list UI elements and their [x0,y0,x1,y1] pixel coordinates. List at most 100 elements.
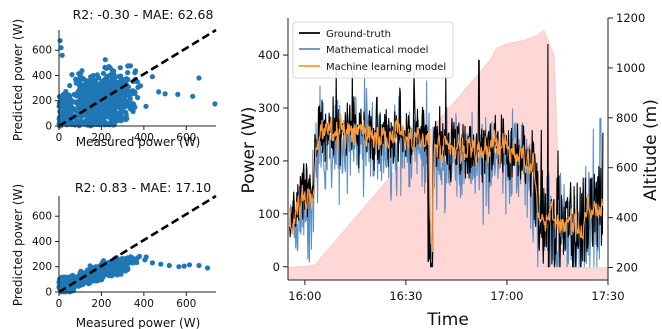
scatter-1-reference-line [58,28,217,128]
scatter-1-outlier-point [156,89,162,95]
power-ylabel: Power (W) [239,107,259,194]
scatter-1-point [131,101,137,107]
scatter-1-point [77,75,83,81]
scatter-2-reference-line [58,194,217,294]
scatter-1-outlier-point [190,93,196,99]
scatter-1-point [123,117,129,123]
scatter-1-point [102,57,108,63]
scatter-2-point [142,257,148,263]
scatter-1-point [77,79,83,85]
altitude-ytick-label: 1000 [616,61,645,75]
scatter-2-ylabel: Predicted power (W) [11,184,25,306]
scatter-1-point [122,109,129,115]
power-ytick-label: 100 [258,207,280,221]
scatter-1-point [81,82,87,89]
scatter-2-ytick-label: 200 [32,261,52,273]
scatter-1-point [103,65,109,71]
scatter-1-point [97,84,104,90]
scatter-1-outlier-point [162,91,168,97]
scatter-1-outlier-point [175,91,181,97]
scatter-2-point [136,253,143,259]
scatter-1-point [104,85,110,91]
series-line-mathematical-model [289,73,604,268]
scatter-1-point [78,93,84,99]
scatter-2-point [57,280,63,286]
scatter-1-ytick-label: 400 [32,70,52,82]
scatter-1-point [83,77,89,84]
series-line-machine-learning-model [289,114,604,253]
scatter-1-point [100,70,106,76]
altitude-ylabel: Altitude (m) [641,99,661,201]
scatter-1-point [135,95,141,101]
legend-label-machine-learning-model: Machine learning model [326,62,446,73]
scatter-1-point [67,83,73,89]
altitude-ytick-label: 1200 [616,11,645,25]
scatter-2-point [104,271,110,277]
scatter-2-outlier-point [158,261,164,267]
scatter-1-point [143,103,149,109]
scatter-2-point [115,264,121,270]
scatter-1-point [93,77,99,83]
scatter-1-xtick-label: 0 [56,132,63,144]
time-xtick-label: 16:30 [389,289,422,303]
scatter-2-outlier-point [204,265,211,271]
scatter-1-outlier-point [149,74,155,80]
scatter-2-ytick-label: 400 [32,236,52,248]
power-ytick-label: 0 [273,260,280,274]
scatter-1-point [108,102,114,108]
scatter-2-ytick-label: 0 [45,287,52,299]
scatter-1-point [132,70,138,76]
scatter-2-outlier-point [166,262,172,269]
time-xtick-label: 17:00 [490,289,523,303]
scatter-2-outlier-point [181,263,187,269]
scatter-2-xtick-label: 600 [176,298,196,310]
scatter-1-point [105,90,111,96]
scatter-1-outlier-point [59,52,65,58]
scatter-1-outlier-point [57,38,63,44]
scatter-2-point [89,276,95,282]
scatter-1-point [78,98,84,104]
scatter-1-point [97,118,103,124]
scatter-1-point [115,101,122,107]
scatter-2-point [93,278,99,284]
scatter-2-points [56,253,211,295]
scatter-1-point [89,93,95,99]
scatter-1-point [57,93,63,99]
scatter-1-outlier-point [196,75,202,81]
scatter-1-point [64,108,70,114]
scatter-1-xtick-label: 200 [91,132,111,144]
scatter-1-point [69,72,75,78]
scatter-1-point [73,108,79,114]
legend-label-mathematical-model: Mathematical model [326,45,428,56]
scatter-1-outlier-point [212,101,218,107]
scatter-2-outlier-point [176,264,182,270]
scatter-1-point [93,114,99,120]
time-xlabel: Time [426,310,469,329]
scatter-1-xtick-label: 400 [134,132,154,144]
altitude-ytick-label: 800 [616,111,638,125]
scatter-2-outlier-point [149,260,155,266]
scatter-1-point [130,108,136,115]
legend: Ground-truth Mathematical model Machine … [292,21,454,79]
scatter-2-point [105,265,111,271]
scatter-1-point [134,79,140,85]
scatter-1-point [125,103,131,109]
scatter-2: R2: 0.83 - MAE: 17.10 0 200 400 600 0 200 400 6… [11,180,217,329]
scatter-2-outlier-point [186,262,193,268]
scatter-2-point [64,281,70,287]
scatter-1-ylabel: Predicted power (W) [11,19,25,141]
scatter-1-point [94,72,100,78]
scatter-2-title: R2: 0.83 - MAE: 17.10 [75,180,211,195]
altitude-ytick-label: 200 [616,261,638,275]
scatter-1-point [101,112,107,118]
scatter-1-point [78,71,84,77]
timeseries: 16:00 16:30 17:00 17:30 0 100 200 300 400 200 400 6… [239,11,661,329]
scatter-1-point [84,88,90,94]
power-ytick-label: 300 [258,101,280,115]
scatter-1-point [128,91,134,97]
scatter-1-point [119,91,125,97]
scatter-1-point [104,108,110,114]
scatter-1-title: R2: -0.30 - MAE: 62.68 [73,7,214,22]
scatter-1-point [68,97,74,103]
